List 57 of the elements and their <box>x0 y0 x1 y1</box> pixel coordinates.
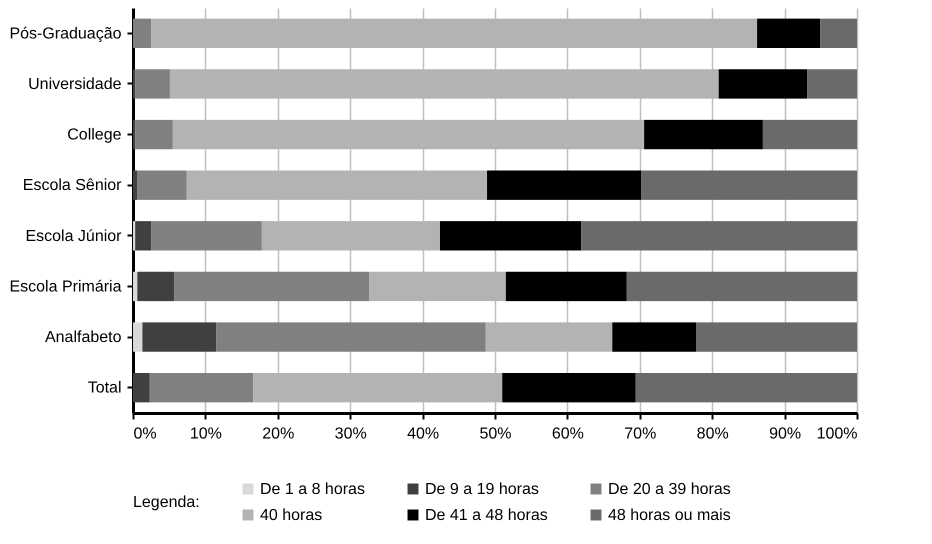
bar <box>626 272 857 302</box>
legend-label: De 9 a 19 horas <box>425 481 539 498</box>
bar <box>150 373 254 402</box>
bar <box>133 18 152 48</box>
bar <box>612 322 696 352</box>
bar <box>137 272 174 302</box>
bar <box>641 170 857 200</box>
bar <box>133 272 138 302</box>
bar <box>757 18 820 48</box>
x-tick-label: 60% <box>552 426 584 442</box>
bar <box>506 272 627 302</box>
legend-label: De 1 a 8 horas <box>260 481 365 498</box>
x-tick-label: 30% <box>334 426 367 442</box>
y-tick-label: Pós-Graduação <box>9 25 122 42</box>
bar <box>135 221 152 250</box>
bar <box>718 69 808 99</box>
y-tick-label: Escola Primária <box>9 278 122 296</box>
bar <box>502 373 636 402</box>
x-tick-label: 100% <box>816 426 858 442</box>
x-tick-label: 70% <box>624 426 656 442</box>
bar <box>762 120 857 150</box>
legend-title: Legenda: <box>133 494 200 511</box>
y-tick-label: College <box>67 126 122 144</box>
y-tick-label: Total <box>88 380 122 397</box>
x-tick-label: 0% <box>134 426 157 442</box>
x-tick-label: 10% <box>190 426 222 442</box>
bar <box>635 373 857 402</box>
bar <box>151 221 262 250</box>
y-tick-label: Universidade <box>28 76 122 93</box>
legend-label: De 41 a 48 horas <box>425 507 548 524</box>
bar <box>581 221 857 250</box>
bar <box>133 170 138 200</box>
bar <box>133 373 150 402</box>
bar <box>135 120 173 150</box>
legend-label: De 20 a 39 horas <box>608 481 731 498</box>
bar <box>820 18 857 48</box>
bar <box>133 322 142 352</box>
y-tick-label: Escola Sênior <box>22 177 122 194</box>
y-tick-label: Analfabeto <box>44 329 122 346</box>
bar <box>696 322 857 352</box>
x-tick-label: 80% <box>696 426 729 442</box>
x-tick-label: 50% <box>479 426 512 442</box>
bar <box>644 120 763 150</box>
legend-label: 40 horas <box>260 507 322 524</box>
bar <box>135 69 170 99</box>
legend-label: 48 horas ou mais <box>608 507 731 524</box>
bar <box>142 322 216 352</box>
bar <box>137 170 187 200</box>
x-tick-label: 40% <box>407 426 440 442</box>
bar <box>487 170 642 200</box>
bar <box>440 221 582 250</box>
bar <box>807 69 857 99</box>
x-tick-label: 90% <box>769 426 802 442</box>
y-tick-label: Escola Júnior <box>25 228 122 245</box>
bar <box>174 272 370 302</box>
x-tick-label: 20% <box>262 426 294 442</box>
bar <box>216 322 486 352</box>
